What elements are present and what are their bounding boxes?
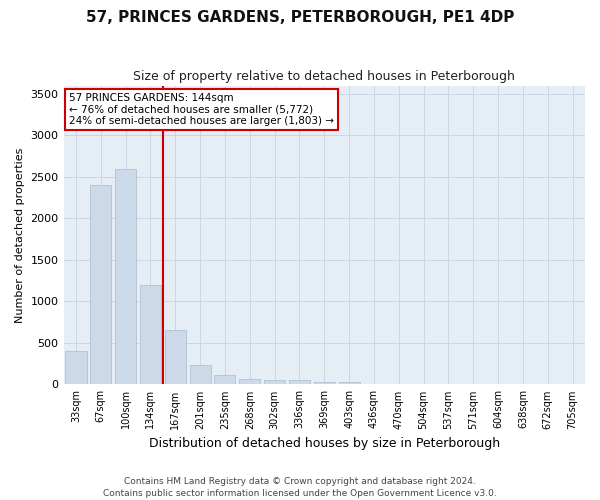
Bar bbox=[314, 382, 335, 384]
Bar bbox=[289, 380, 310, 384]
Y-axis label: Number of detached properties: Number of detached properties bbox=[15, 148, 25, 322]
Bar bbox=[90, 185, 112, 384]
Bar bbox=[65, 351, 86, 384]
Text: 57 PRINCES GARDENS: 144sqm
← 76% of detached houses are smaller (5,772)
24% of s: 57 PRINCES GARDENS: 144sqm ← 76% of deta… bbox=[69, 93, 334, 126]
Bar bbox=[165, 330, 186, 384]
Bar bbox=[338, 382, 359, 384]
Bar bbox=[264, 380, 285, 384]
X-axis label: Distribution of detached houses by size in Peterborough: Distribution of detached houses by size … bbox=[149, 437, 500, 450]
Bar bbox=[214, 376, 235, 384]
Bar bbox=[239, 380, 260, 384]
Text: Contains HM Land Registry data © Crown copyright and database right 2024.
Contai: Contains HM Land Registry data © Crown c… bbox=[103, 476, 497, 498]
Text: 57, PRINCES GARDENS, PETERBOROUGH, PE1 4DP: 57, PRINCES GARDENS, PETERBOROUGH, PE1 4… bbox=[86, 10, 514, 25]
Bar bbox=[140, 285, 161, 384]
Title: Size of property relative to detached houses in Peterborough: Size of property relative to detached ho… bbox=[133, 70, 515, 83]
Bar bbox=[115, 168, 136, 384]
Bar bbox=[190, 366, 211, 384]
